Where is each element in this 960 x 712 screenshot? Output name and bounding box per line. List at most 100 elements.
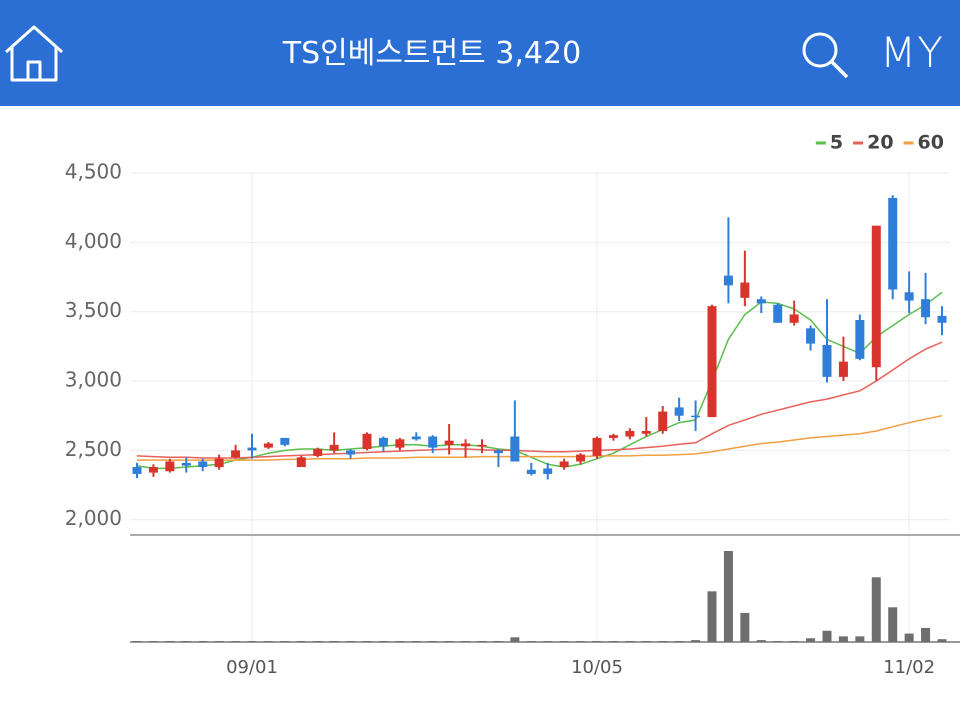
volume-bar — [658, 641, 668, 642]
candle-body — [658, 411, 668, 431]
volume-bar — [411, 641, 421, 642]
volume-bar — [329, 641, 339, 642]
volume-bar — [707, 591, 717, 642]
volume-bar — [888, 607, 898, 642]
candle-body — [247, 447, 257, 451]
candle-body — [608, 435, 618, 438]
x-tick-label: 11/02 — [883, 657, 935, 678]
y-tick-label: 4,000 — [65, 229, 122, 253]
candle-body — [148, 467, 158, 473]
volume-bar — [198, 641, 208, 642]
volume-bar — [559, 641, 569, 642]
volume-bar — [838, 636, 848, 642]
volume-bar — [543, 641, 553, 642]
volume-bar — [231, 641, 241, 642]
moving-average-line — [137, 414, 943, 461]
page-title: TS인베스트먼트 3,420 — [282, 36, 582, 71]
my-button[interactable]: MY — [880, 28, 944, 77]
y-tick-label: 3,000 — [65, 368, 122, 392]
volume-bar — [313, 641, 323, 642]
candle-body — [592, 437, 602, 456]
candle-body — [329, 444, 339, 451]
volume-bar — [346, 641, 356, 642]
y-tick-label: 4,500 — [65, 160, 122, 184]
volume-bar — [592, 641, 602, 642]
volume-bar — [526, 641, 536, 642]
candle-body — [691, 415, 701, 418]
candle-body — [280, 437, 290, 445]
x-tick-label: 10/05 — [571, 657, 623, 678]
volume-bar — [723, 551, 733, 642]
candle-body — [510, 436, 520, 462]
volume-bar — [691, 640, 701, 642]
y-tick-label: 3,500 — [65, 298, 122, 322]
candle-body — [559, 461, 569, 468]
candle-body — [313, 449, 323, 456]
moving-average-line — [136, 291, 943, 470]
candle-body — [263, 443, 273, 448]
candle-body — [773, 304, 783, 323]
volume-bar — [576, 641, 586, 642]
candle-body — [362, 433, 372, 450]
app-header: TS인베스트먼트 3,420 MY — [0, 0, 960, 106]
volume-bar — [428, 641, 438, 642]
volume-bar — [822, 630, 832, 642]
chart: 2,000 2,500 3,000 3,500 4,000 4,500 09/01 10/05… — [65, 132, 960, 678]
volume-bar — [855, 636, 865, 642]
volume-bar — [247, 641, 257, 642]
volume-bar — [904, 633, 914, 642]
volume-bar — [608, 641, 618, 642]
volume-bar — [937, 639, 947, 642]
candle-body — [641, 430, 651, 434]
candle-body — [395, 439, 405, 448]
candle-body — [444, 440, 454, 445]
candle-body — [707, 306, 717, 418]
y-tick-label: 2,000 — [65, 506, 122, 530]
search-button[interactable] — [800, 30, 852, 82]
volume-bar — [280, 641, 290, 642]
candle-body — [411, 436, 421, 440]
volume-bar — [362, 641, 372, 642]
candle-body — [674, 407, 684, 416]
volume-bar — [165, 641, 175, 642]
candle-body — [165, 461, 175, 472]
volume-bar — [181, 641, 191, 642]
volume-bar — [756, 640, 766, 642]
candle-body — [921, 299, 931, 318]
volume-bar — [806, 638, 816, 642]
candle-body — [838, 361, 848, 377]
candle-body — [806, 328, 816, 344]
volume-bar — [461, 641, 471, 642]
volume-bar — [674, 641, 684, 642]
legend-label: 60 — [918, 132, 944, 154]
volume-bar — [740, 612, 750, 642]
volume-bar — [132, 641, 142, 642]
candle-body — [543, 468, 553, 474]
volume-bar — [625, 641, 635, 642]
candle-body — [756, 299, 766, 304]
candle-body — [181, 462, 191, 466]
candle-body — [428, 436, 438, 448]
legend-label: 5 — [830, 132, 843, 154]
candle-body — [789, 314, 799, 323]
volume-bar — [789, 641, 799, 642]
legend-label: 20 — [867, 132, 893, 154]
candle-body — [526, 469, 536, 474]
candle-body — [231, 450, 241, 458]
candle-body — [296, 457, 306, 468]
candle-body — [740, 282, 750, 298]
volume-bar — [214, 641, 224, 642]
candle-body — [493, 450, 503, 454]
moving-average-line — [136, 341, 943, 459]
candle-body — [871, 225, 881, 368]
volume-bar — [378, 641, 388, 642]
candle-body — [576, 454, 586, 462]
volume-bar — [871, 577, 881, 642]
volume-bar — [641, 641, 651, 642]
home-button[interactable] — [2, 22, 66, 86]
volume-bar — [477, 641, 487, 642]
candle-body — [346, 450, 356, 455]
candle-body — [723, 275, 733, 286]
x-tick-label: 09/01 — [226, 657, 278, 678]
